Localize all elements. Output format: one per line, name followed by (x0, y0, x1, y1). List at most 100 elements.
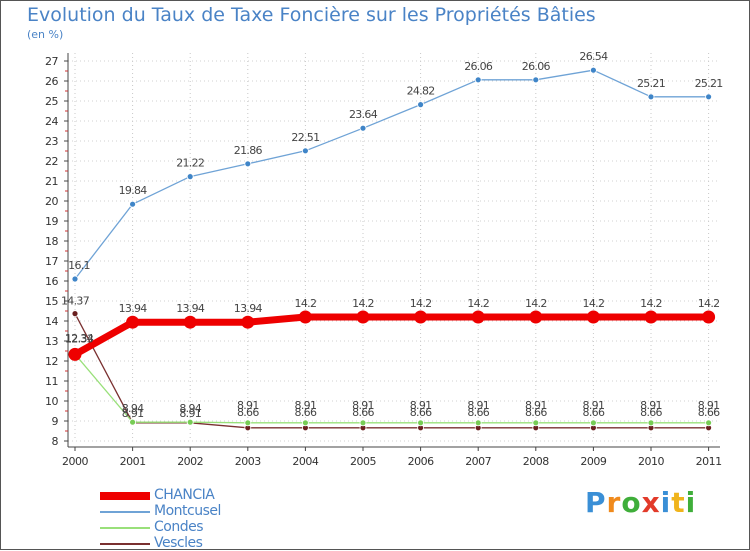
data-label-vescles: 8.66 (352, 406, 374, 419)
data-label-vescles: 8.66 (698, 406, 720, 419)
x-tick-label: 2001 (120, 455, 146, 468)
data-label-chancia: 14.2 (410, 297, 432, 310)
x-tick-label: 2010 (638, 455, 664, 468)
data-label-vescles: 8.66 (525, 406, 547, 419)
legend-swatch-montcusel (100, 511, 150, 513)
data-label-montcusel: 25.21 (695, 77, 723, 90)
y-tick-label: 19 (45, 215, 58, 228)
data-label-montcusel: 19.84 (119, 184, 148, 197)
data-label-montcusel: 26.06 (464, 60, 493, 73)
y-tick-label: 8 (52, 435, 59, 448)
point-condes (532, 419, 540, 427)
series-line-montcusel (74, 69, 709, 280)
point-vescles (71, 310, 79, 318)
x-tick-label: 2003 (235, 455, 261, 468)
point-montcusel (417, 101, 425, 108)
x-tick-label: 2004 (292, 455, 318, 468)
data-label-condes: 8.91 (352, 399, 374, 412)
y-tick-label: 22 (45, 155, 58, 168)
legend-swatch-condes (100, 527, 150, 529)
data-label-montcusel: 22.51 (291, 131, 319, 144)
chart-title: Evolution du Taux de Taxe Foncière sur l… (27, 4, 596, 26)
x-tick-label: 2002 (177, 455, 203, 468)
series-line-chancia (73, 313, 709, 358)
data-label-vescles: 14.37 (61, 295, 90, 308)
x-tick-label: 2000 (62, 455, 88, 468)
proxiti-logo: Proxiti (585, 486, 697, 519)
data-label-chancia: 14.2 (698, 297, 720, 310)
data-label-vescles: 8.66 (467, 406, 489, 419)
point-condes (186, 418, 194, 426)
point-chancia (414, 310, 428, 324)
series-line-vescles (74, 313, 709, 429)
data-label-condes: 8.91 (237, 399, 259, 412)
data-label-condes: 8.91 (295, 399, 317, 412)
legend-label-condes: Condes (154, 519, 204, 535)
point-montcusel (359, 124, 367, 132)
data-label-chancia: 14.2 (295, 297, 317, 310)
legend-label-montcusel: Montcusel (154, 503, 221, 519)
y-tick-label: 15 (45, 295, 58, 308)
y-tick-label: 14 (45, 315, 58, 328)
point-montcusel (129, 200, 137, 208)
point-condes (417, 419, 425, 427)
data-label-montcusel: 26.54 (579, 50, 608, 63)
point-condes (301, 419, 309, 427)
x-tick-label: 2007 (465, 455, 491, 468)
point-condes (244, 419, 252, 427)
point-chancia (702, 310, 716, 324)
data-label-chancia: 13.94 (234, 302, 263, 315)
y-tick-label: 25 (45, 95, 58, 108)
point-chancia (241, 315, 255, 329)
y-tick-label: 23 (45, 135, 58, 148)
data-label-condes: 12.34 (65, 332, 94, 345)
point-condes (705, 419, 712, 427)
data-label-vescles: 8.66 (237, 406, 259, 419)
point-montcusel (301, 147, 309, 155)
y-axis-unit: (en %) (27, 28, 64, 41)
y-tick-label: 21 (45, 175, 58, 188)
y-tick-label: 9 (52, 415, 59, 428)
point-montcusel (186, 173, 194, 181)
data-label-condes: 8.91 (640, 399, 662, 412)
data-label-condes: 8.91 (410, 399, 432, 412)
x-tick-label: 2011 (696, 455, 722, 468)
x-tick-label: 2009 (580, 455, 606, 468)
x-tick-label: 2008 (523, 455, 549, 468)
data-label-montcusel: 25.21 (637, 77, 665, 90)
y-tick-label: 17 (45, 255, 58, 268)
data-label-condes: 8.91 (698, 399, 720, 412)
y-tick-label: 11 (45, 375, 58, 388)
point-condes (359, 419, 367, 427)
point-chancia (68, 347, 82, 361)
point-chancia (529, 310, 543, 324)
data-label-montcusel: 23.64 (349, 108, 378, 121)
data-label-chancia: 14.2 (583, 297, 605, 310)
data-label-condes: 8.94 (179, 402, 201, 415)
data-label-vescles: 8.66 (640, 406, 662, 419)
data-label-chancia: 14.2 (467, 297, 489, 310)
data-label-vescles: 8.66 (295, 406, 317, 419)
data-label-condes: 8.91 (583, 399, 605, 412)
y-tick-label: 20 (45, 195, 58, 208)
point-montcusel (705, 93, 712, 101)
data-label-condes: 8.91 (525, 399, 547, 412)
data-label-montcusel: 16.1 (68, 259, 90, 272)
data-label-chancia: 14.2 (352, 297, 374, 310)
data-label-vescles: 8.66 (410, 406, 432, 419)
data-label-chancia: 14.2 (525, 297, 547, 310)
point-chancia (183, 315, 197, 329)
y-tick-label: 26 (45, 75, 58, 88)
data-label-chancia: 13.94 (119, 302, 148, 315)
data-label-vescles: 8.66 (583, 406, 605, 419)
point-condes (590, 419, 597, 427)
point-montcusel (244, 160, 252, 168)
point-condes (474, 419, 482, 427)
y-tick-label: 27 (45, 55, 58, 68)
y-tick-label: 24 (45, 115, 58, 128)
data-label-montcusel: 26.06 (522, 60, 551, 73)
point-condes (129, 418, 137, 426)
data-label-chancia: 14.2 (640, 297, 662, 310)
